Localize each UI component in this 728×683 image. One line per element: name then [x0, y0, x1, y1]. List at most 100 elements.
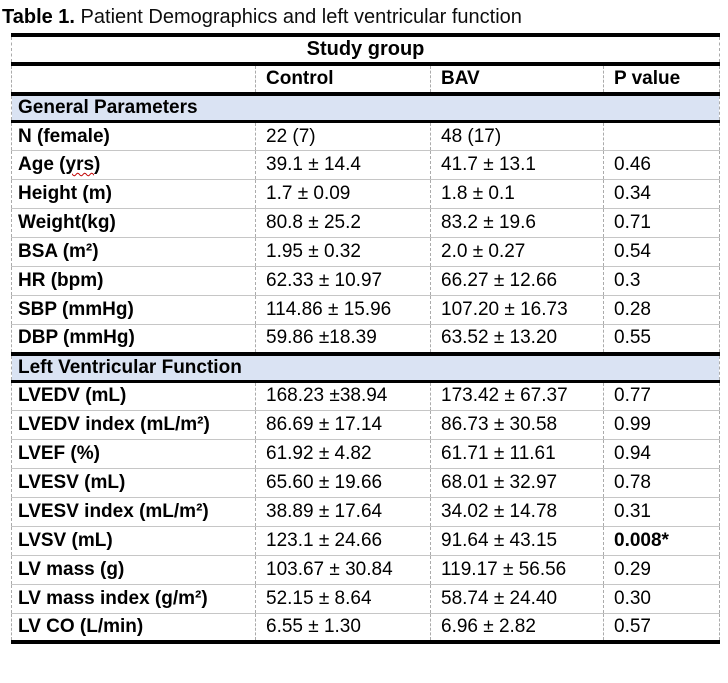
cell-bav: 86.73 ± 30.58 — [430, 409, 604, 439]
table-row: Height (m) 1.7 ± 0.09 1.8 ± 0.1 0.34 — [11, 179, 721, 209]
cell-control: 59.86 ±18.39 — [255, 324, 431, 354]
cell-bav: 83.2 ± 19.6 — [430, 208, 604, 238]
cell-bav: 63.52 ± 13.20 — [430, 324, 604, 354]
row-label: LV mass (g) — [11, 554, 256, 584]
cell-control: 38.89 ± 17.64 — [255, 496, 431, 526]
cell-pvalue: 0.99 — [602, 409, 721, 439]
cell-bav: 173.42 ± 67.37 — [430, 380, 604, 410]
cell-control: 114.86 ± 15.96 — [255, 295, 431, 325]
cell-pvalue: 0.77 — [602, 380, 721, 410]
cell-control: 123.1 ± 24.66 — [255, 525, 431, 555]
column-header-row: Control BAV P value — [11, 64, 721, 96]
spellcheck-squiggle: yrs — [65, 154, 95, 175]
row-label: Weight(kg) — [11, 208, 256, 238]
demographics-table: Study group Control BAV P value General … — [10, 33, 721, 644]
cell-bav: 2.0 ± 0.27 — [430, 237, 604, 267]
cell-control: 62.33 ± 10.97 — [255, 266, 431, 296]
table-row: LVEDV (mL) 168.23 ±38.94 173.42 ± 67.37 0.7… — [11, 380, 721, 410]
cell-pvalue: 0.29 — [602, 554, 721, 584]
cell-bav: 68.01 ± 32.97 — [430, 467, 604, 497]
column-header-control: Control — [255, 64, 431, 96]
cell-bav: 61.71 ± 11.61 — [430, 438, 604, 468]
table-row: Age (yrs) 39.1 ± 14.4 41.7 ± 13.1 0.46 — [11, 150, 721, 180]
cell-control: 1.7 ± 0.09 — [255, 179, 431, 209]
cell-bav: 58.74 ± 24.40 — [430, 583, 604, 613]
cell-pvalue: 0.94 — [602, 438, 721, 468]
table-row: HR (bpm) 62.33 ± 10.97 66.27 ± 12.66 0.3 — [11, 266, 721, 296]
corner-cell — [11, 64, 256, 96]
row-label: LV mass index (g/m²) — [11, 583, 256, 613]
row-label: LVEDV index (mL/m²) — [11, 409, 256, 439]
cell-bav: 119.17 ± 56.56 — [430, 554, 604, 584]
section-heading: Left Ventricular Function — [10, 351, 721, 383]
row-label: SBP (mmHg) — [11, 295, 256, 325]
section-heading: General Parameters — [10, 92, 721, 123]
table-row: BSA (m²) 1.95 ± 0.32 2.0 ± 0.27 0.54 — [11, 237, 721, 267]
cell-pvalue: 0.46 — [602, 150, 721, 180]
table-row: Weight(kg) 80.8 ± 25.2 83.2 ± 19.6 0.71 — [11, 208, 721, 238]
table-body: Study group Control BAV P value General … — [10, 33, 721, 644]
table-row: LV mass (g) 103.67 ± 30.84 119.17 ± 56.56 0… — [11, 554, 721, 584]
row-label: LVEF (%) — [11, 438, 256, 468]
table-row: SBP (mmHg) 114.86 ± 15.96 107.20 ± 16.73 0.… — [11, 295, 721, 325]
table-row: LVESV index (mL/m²) 38.89 ± 17.64 34.02 ± … — [11, 496, 721, 526]
cell-control: 103.67 ± 30.84 — [255, 554, 431, 584]
study-group-header: Study group — [10, 33, 721, 66]
section-header-row: Left Ventricular Function — [10, 351, 721, 383]
cell-bav: 66.27 ± 12.66 — [430, 266, 604, 296]
cell-control: 52.15 ± 8.64 — [255, 583, 431, 613]
table-row: N (female) 22 (7) 48 (17) — [11, 121, 721, 151]
table-row: LV mass index (g/m²) 52.15 ± 8.64 58.74 ± … — [11, 583, 721, 613]
cell-bav: 34.02 ± 14.78 — [430, 496, 604, 526]
cell-bav: 48 (17) — [430, 121, 604, 151]
cell-pvalue: 0.008* — [602, 525, 721, 555]
row-label: LVSV (mL) — [11, 525, 256, 555]
table-caption: Table 1. Patient Demographics and left v… — [0, 0, 728, 33]
cell-pvalue: 0.28 — [602, 295, 721, 325]
cell-pvalue: 0.30 — [602, 583, 721, 613]
cell-control: 168.23 ±38.94 — [255, 380, 431, 410]
cell-pvalue: 0.31 — [602, 496, 721, 526]
cell-pvalue: 0.3 — [602, 266, 721, 296]
cell-pvalue: 0.34 — [602, 179, 721, 209]
row-label: LVEDV (mL) — [11, 380, 256, 410]
cell-bav: 6.96 ± 2.82 — [430, 612, 604, 644]
study-group-row: Study group — [10, 33, 721, 66]
row-label: Height (m) — [11, 179, 256, 209]
cell-pvalue: 0.55 — [602, 324, 721, 354]
table-row: LVEDV index (mL/m²) 86.69 ± 17.14 86.73 ± … — [11, 409, 721, 439]
row-label: LV CO (L/min) — [11, 612, 256, 644]
cell-pvalue: 0.57 — [602, 612, 721, 644]
cell-pvalue: 0.78 — [602, 467, 721, 497]
cell-bav: 91.64 ± 43.15 — [430, 525, 604, 555]
table-row: LV CO (L/min) 6.55 ± 1.30 6.96 ± 2.82 0.57 — [11, 612, 721, 644]
row-label: LVESV index (mL/m²) — [11, 496, 256, 526]
row-label: N (female) — [11, 121, 256, 151]
row-label: BSA (m²) — [11, 237, 256, 267]
row-label: LVESV (mL) — [11, 467, 256, 497]
cell-bav: 41.7 ± 13.1 — [430, 150, 604, 180]
row-label: HR (bpm) — [11, 266, 256, 296]
table-row: LVESV (mL) 65.60 ± 19.66 68.01 ± 32.97 0.78 — [11, 467, 721, 497]
cell-control: 80.8 ± 25.2 — [255, 208, 431, 238]
cell-control: 61.92 ± 4.82 — [255, 438, 431, 468]
table-row: LVEF (%) 61.92 ± 4.82 61.71 ± 11.61 0.94 — [11, 438, 721, 468]
table-caption-text: Patient Demographics and left ventricula… — [75, 6, 522, 28]
cell-control: 86.69 ± 17.14 — [255, 409, 431, 439]
cell-pvalue: 0.54 — [602, 237, 721, 267]
row-label: Age (yrs) — [11, 150, 256, 180]
table-row: DBP (mmHg) 59.86 ±18.39 63.52 ± 13.20 0.55 — [11, 324, 721, 354]
cell-control: 1.95 ± 0.32 — [255, 237, 431, 267]
cell-control: 39.1 ± 14.4 — [255, 150, 431, 180]
table-row: LVSV (mL) 123.1 ± 24.66 91.64 ± 43.15 0.008… — [11, 525, 721, 555]
cell-control: 6.55 ± 1.30 — [255, 612, 431, 644]
cell-control: 65.60 ± 19.66 — [255, 467, 431, 497]
table-caption-number: Table 1. — [2, 6, 75, 28]
column-header-bav: BAV — [430, 64, 604, 96]
cell-pvalue — [602, 121, 721, 151]
cell-pvalue: 0.71 — [602, 208, 721, 238]
cell-bav: 107.20 ± 16.73 — [430, 295, 604, 325]
column-header-pvalue: P value — [602, 64, 721, 96]
cell-bav: 1.8 ± 0.1 — [430, 179, 604, 209]
